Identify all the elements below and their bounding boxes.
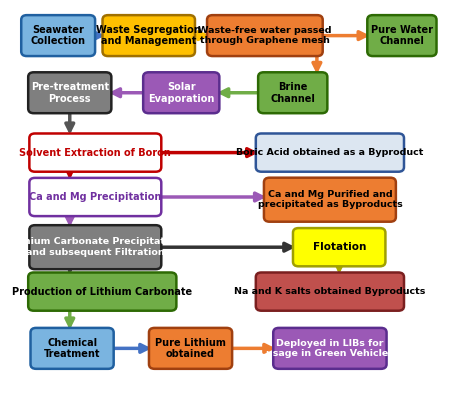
FancyBboxPatch shape bbox=[149, 328, 232, 369]
Text: Flotation: Flotation bbox=[312, 242, 366, 252]
Text: Production of Lithium Carbonate: Production of Lithium Carbonate bbox=[12, 286, 192, 297]
Text: Brine
Channel: Brine Channel bbox=[270, 82, 315, 104]
Text: Solvent Extraction of Boron: Solvent Extraction of Boron bbox=[19, 148, 171, 158]
FancyBboxPatch shape bbox=[143, 72, 219, 113]
Text: Ca and Mg Purified and
precipitated as Byproducts: Ca and Mg Purified and precipitated as B… bbox=[257, 190, 402, 209]
FancyBboxPatch shape bbox=[30, 328, 114, 369]
FancyBboxPatch shape bbox=[28, 273, 176, 311]
Text: Waste-free water passed
through Graphene mesh: Waste-free water passed through Graphene… bbox=[198, 26, 332, 45]
FancyBboxPatch shape bbox=[256, 273, 404, 311]
FancyBboxPatch shape bbox=[102, 15, 195, 56]
Text: Ca and Mg Precipitation: Ca and Mg Precipitation bbox=[29, 192, 162, 202]
FancyBboxPatch shape bbox=[28, 72, 111, 113]
Text: Boric Acid obtained as a Byproduct: Boric Acid obtained as a Byproduct bbox=[236, 148, 424, 157]
Text: Pre-treatment
Process: Pre-treatment Process bbox=[31, 82, 109, 104]
FancyBboxPatch shape bbox=[256, 134, 404, 172]
FancyBboxPatch shape bbox=[207, 15, 323, 56]
FancyBboxPatch shape bbox=[258, 72, 328, 113]
FancyBboxPatch shape bbox=[29, 178, 161, 216]
Text: Deployed in LIBs for
usage in Green Vehicles: Deployed in LIBs for usage in Green Vehi… bbox=[266, 339, 394, 358]
FancyBboxPatch shape bbox=[367, 15, 437, 56]
Text: Pure Lithium
obtained: Pure Lithium obtained bbox=[155, 338, 226, 359]
FancyBboxPatch shape bbox=[21, 15, 95, 56]
FancyBboxPatch shape bbox=[264, 178, 396, 222]
Text: Solar
Evaporation: Solar Evaporation bbox=[148, 82, 214, 104]
Text: Seawater
Collection: Seawater Collection bbox=[31, 25, 86, 46]
Text: Waste Segregation
and Management: Waste Segregation and Management bbox=[96, 25, 201, 46]
Text: Lithium Carbonate Precipitation
and subsequent Filtration: Lithium Carbonate Precipitation and subs… bbox=[9, 238, 181, 257]
Text: Pure Water
Channel: Pure Water Channel bbox=[371, 25, 433, 46]
FancyBboxPatch shape bbox=[29, 134, 161, 172]
Text: Chemical
Treatment: Chemical Treatment bbox=[44, 338, 100, 359]
FancyBboxPatch shape bbox=[273, 328, 387, 369]
FancyBboxPatch shape bbox=[29, 225, 161, 269]
FancyBboxPatch shape bbox=[293, 228, 385, 266]
Text: Na and K salts obtained Byproducts: Na and K salts obtained Byproducts bbox=[234, 287, 426, 296]
